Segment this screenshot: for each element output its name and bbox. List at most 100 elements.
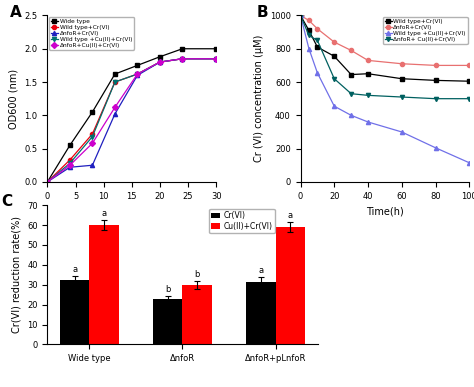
ΔnfoR+Cu(II)+Cr(VI) [112,105,118,110]
ΔnfoR+Cr(VI) [466,63,472,68]
ΔnfoR+ Cu(II)+Cr(VI) [365,93,371,98]
Text: a: a [102,209,107,218]
ΔnfoR+ Cu(II)+Cr(VI) [306,33,312,38]
Line: ΔnfoR+ Cu(II)+Cr(VI): ΔnfoR+ Cu(II)+Cr(VI) [299,14,471,101]
ΔnfoR+ Cu(II)+Cr(VI) [466,96,472,101]
Line: ΔnfoR+Cr(VI): ΔnfoR+Cr(VI) [299,14,471,67]
Line: ΔnfoR+Cu(II)+Cr(VI): ΔnfoR+Cu(II)+Cr(VI) [46,57,218,184]
Text: a: a [72,265,77,274]
Legend: Wide type, Wild type+Cr(VI), ΔnfoR+Cr(VI), Wild type +Cu(II)+Cr(VI), ΔnfoR+Cu(II: Wide type, Wild type+Cr(VI), ΔnfoR+Cr(VI… [49,17,134,50]
Bar [275,227,305,344]
Line: Wild type+Cr(VI): Wild type+Cr(VI) [46,57,218,184]
Wild type +Cu(II)+Cr(VI) [298,13,303,18]
Wild type+Cr(VI) [365,71,371,76]
Text: b: b [195,270,200,279]
Wide type [90,110,95,114]
Wild type +Cu(II)+Cr(VI) [331,104,337,108]
Wild type+Cr(VI) [67,158,73,162]
ΔnfoR+ Cu(II)+Cr(VI) [298,13,303,18]
Wild type +Cu(II)+Cr(VI) [213,57,219,61]
Wide type [112,72,118,76]
Line: Wild type +Cu(II)+Cr(VI): Wild type +Cu(II)+Cr(VI) [46,57,218,184]
Wild type+Cr(VI) [180,57,185,61]
Wide type [180,46,185,51]
ΔnfoR+ Cu(II)+Cr(VI) [433,96,438,101]
Wild type+Cr(VI) [135,72,140,76]
X-axis label: Time(h): Time(h) [366,206,404,216]
Wild type+Cr(VI) [306,28,312,33]
Wild type+Cr(VI) [433,78,438,83]
Wild type +Cu(II)+Cr(VI) [67,161,73,166]
ΔnfoR+Cr(VI) [298,13,303,18]
Wild type +Cu(II)+Cr(VI) [306,46,312,51]
Wild type+Cr(VI) [157,60,163,64]
Wild type+Cr(VI) [466,79,472,84]
Wide type [45,180,50,184]
ΔnfoR+Cr(VI) [315,26,320,31]
ΔnfoR+Cr(VI) [399,62,405,66]
Legend: Wild type+Cr(VI), ΔnfoR+Cr(VI), Wild type +Cu(II)+Cr(VI), ΔnfoR+ Cu(II)+Cr(VI): Wild type+Cr(VI), ΔnfoR+Cr(VI), Wild typ… [383,17,467,44]
Text: a: a [258,266,263,275]
Wild type +Cu(II)+Cr(VI) [466,161,472,165]
Wild type+Cr(VI) [399,76,405,81]
ΔnfoR+Cr(VI) [365,58,371,63]
Wild type+Cr(VI) [112,80,118,84]
Wild type +Cu(II)+Cr(VI) [433,146,438,150]
Wild type +Cu(II)+Cr(VI) [315,70,320,75]
Wild type+Cr(VI) [90,132,95,136]
ΔnfoR+Cu(II)+Cr(VI) [90,141,95,146]
Wild type +Cu(II)+Cr(VI) [365,120,371,124]
ΔnfoR+Cr(VI) [213,57,219,61]
ΔnfoR+ Cu(II)+Cr(VI) [331,76,337,81]
Bar [60,280,90,344]
Text: A: A [10,5,22,21]
ΔnfoR+Cu(II)+Cr(VI) [135,72,140,76]
ΔnfoR+Cr(VI) [45,180,50,184]
Wild type+Cr(VI) [213,57,219,61]
ΔnfoR+Cr(VI) [348,48,354,53]
Wild type+Cr(VI) [348,72,354,77]
ΔnfoR+Cr(VI) [135,73,140,78]
Wild type +Cu(II)+Cr(VI) [348,113,354,118]
Wild type+Cr(VI) [331,54,337,58]
Bar [246,282,275,344]
ΔnfoR+Cu(II)+Cr(VI) [45,180,50,184]
Y-axis label: Cr(VI) reduction rate(%): Cr(VI) reduction rate(%) [11,216,21,333]
Wide type [213,46,219,51]
ΔnfoR+Cu(II)+Cr(VI) [157,60,163,64]
Text: a: a [288,211,293,220]
Text: B: B [256,5,268,21]
Text: b: b [165,285,170,294]
Bar [153,299,182,344]
Line: Wild type +Cu(II)+Cr(VI): Wild type +Cu(II)+Cr(VI) [299,14,471,165]
Wild type +Cu(II)+Cr(VI) [157,60,163,64]
ΔnfoR+ Cu(II)+Cr(VI) [348,91,354,96]
ΔnfoR+ Cu(II)+Cr(VI) [399,95,405,99]
ΔnfoR+Cr(VI) [112,112,118,116]
ΔnfoR+Cr(VI) [433,63,438,68]
Wild type +Cu(II)+Cr(VI) [45,180,50,184]
Wild type+Cr(VI) [298,13,303,18]
Wild type+Cr(VI) [45,180,50,184]
Legend: Cr(VI), Cu(II)+Cr(VI): Cr(VI), Cu(II)+Cr(VI) [209,209,275,233]
Y-axis label: OD600 (nm): OD600 (nm) [9,68,19,129]
Bar [90,225,119,344]
ΔnfoR+Cr(VI) [90,163,95,168]
Wide type [135,63,140,68]
Wild type +Cu(II)+Cr(VI) [112,80,118,84]
ΔnfoR+Cr(VI) [180,57,185,61]
ΔnfoR+Cr(VI) [157,60,163,64]
ΔnfoR+Cu(II)+Cr(VI) [180,57,185,61]
Y-axis label: Cr (VI) concentration (μM): Cr (VI) concentration (μM) [254,35,264,163]
Line: Wild type+Cr(VI): Wild type+Cr(VI) [299,14,471,83]
Line: Wide type: Wide type [46,47,218,184]
Wild type +Cu(II)+Cr(VI) [90,134,95,139]
X-axis label: Time (h): Time (h) [111,206,152,216]
ΔnfoR+Cr(VI) [306,18,312,23]
ΔnfoR+ Cu(II)+Cr(VI) [315,38,320,43]
Line: ΔnfoR+Cr(VI): ΔnfoR+Cr(VI) [46,57,218,184]
Text: C: C [1,194,13,209]
Wild type +Cu(II)+Cr(VI) [135,72,140,76]
Wide type [157,55,163,59]
Bar [182,285,212,344]
